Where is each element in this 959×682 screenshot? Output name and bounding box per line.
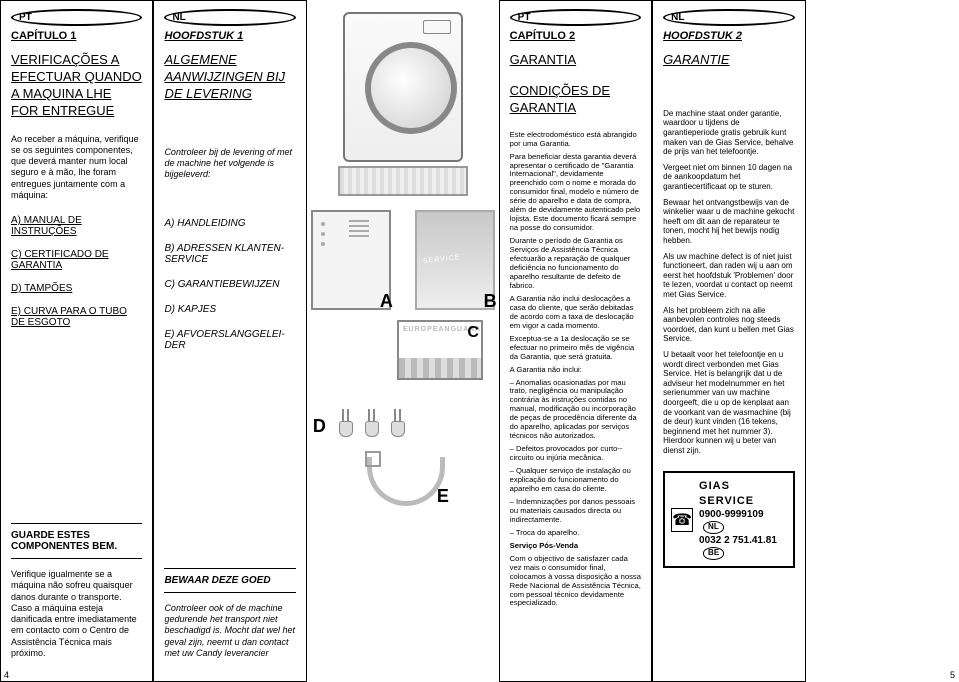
- footer-text: Controleer ook of de machine gedurende h…: [164, 603, 295, 659]
- p: – Qualquer serviço de instalação ou expl…: [510, 467, 641, 494]
- section-title: ALGEMENE AANWIJZINGEN BIJ DE LEVERING: [164, 52, 295, 103]
- col-nl-chapter2: NL HOOFDSTUK 2 GARANTIE De machine staat…: [652, 0, 805, 682]
- p: Para beneficiar desta garantia deverá ap…: [510, 153, 641, 234]
- p: U betaalt voor het telefoontje en u word…: [663, 350, 794, 456]
- col-pt-chapter1: PT CAPÍTULO 1 VERIFICAÇÕES A EFECTUAR QU…: [0, 0, 153, 682]
- p: Exceptua-se a 1a deslocação se se efectu…: [510, 335, 641, 362]
- warranty-body: Este electrodoméstico está abrangido por…: [510, 131, 641, 613]
- phone-icon: ☎: [671, 508, 693, 532]
- item-b: B) ADRESSEN KLANTEN-SERVICE: [164, 243, 295, 265]
- chapter-heading: HOOFDSTUK 2: [663, 30, 794, 42]
- title-garantia: GARANTIA: [510, 52, 641, 69]
- p: Als uw machine defect is of niet juist f…: [663, 252, 794, 300]
- p: – Troca do aparelho.: [510, 529, 641, 538]
- page-number-left: 4: [4, 670, 9, 680]
- card-a-manual: [311, 210, 391, 310]
- p: De machine staat onder garantie, waardoo…: [663, 109, 794, 157]
- p: Vergeet niet om binnen 10 dagen na de aa…: [663, 163, 794, 192]
- col-illustrations: A B EUROPEANGUARANTEE C D E: [307, 0, 499, 682]
- p: – Indemnizações por danos pessoais ou ma…: [510, 498, 641, 525]
- item-e: E) AFVOERSLANGGELEI-DER: [164, 329, 295, 351]
- label-a: A: [380, 291, 393, 312]
- p: – Anomalias ocasionadas por mau trato, n…: [510, 379, 641, 442]
- p: A Garantia não inclui deslocações a casa…: [510, 295, 641, 331]
- label-c: C: [467, 324, 479, 342]
- service-body: Com o objectivo de satisfazer cada vez m…: [510, 555, 641, 609]
- intro-text: Controleer bij de levering of met de mac…: [164, 147, 295, 181]
- hose-bend-illustration: [367, 447, 437, 507]
- title-condicoes: CONDIÇÕES DE GARANTIA: [510, 83, 641, 117]
- col-pt-chapter2: PT CAPÍTULO 2 GARANTIA CONDIÇÕES DE GARA…: [499, 0, 652, 682]
- item-d: D) TAMPÕES: [11, 283, 142, 294]
- title-garantie: GARANTIE: [663, 52, 794, 69]
- service-head: Serviço Pós-Venda: [510, 542, 641, 551]
- card-c-guarantee: EUROPEANGUARANTEE C: [397, 320, 483, 380]
- item-c: C) GARANTIEBEWIJZEN: [164, 279, 295, 290]
- cards-row-ab: A B: [311, 210, 495, 310]
- keep-box: BEWAAR DEZE GOED: [164, 568, 295, 593]
- lang-badge-nl: NL: [663, 9, 794, 26]
- badge-be: BE: [703, 547, 724, 559]
- badge-nl: NL: [703, 521, 724, 533]
- keep-box: GUARDE ESTES COMPONENTES BEM.: [11, 523, 142, 559]
- label-e: E: [437, 486, 449, 507]
- label-b: B: [484, 291, 497, 312]
- chapter-heading: CAPÍTULO 2: [510, 30, 641, 42]
- item-c: C) CERTIFICADO DE GARANTIA: [11, 249, 142, 271]
- page-number-right: 5: [950, 670, 955, 680]
- gias-brand: GIAS SERVICE: [699, 479, 787, 508]
- p: Als het probleem zich na alle aanbevolen…: [663, 306, 794, 344]
- p: Durante o período de Garantia os Serviço…: [510, 237, 641, 291]
- eg-text1: EUROPEAN: [403, 326, 451, 333]
- intro-text: Ao receber a máquina, verifique se os se…: [11, 134, 142, 202]
- gias-lines: GIAS SERVICE 0900-9999109 NL 0032 2 751.…: [699, 479, 787, 560]
- section-title: VERIFICAÇÕES A EFECTUAR QUANDO A MAQUINA…: [11, 52, 142, 120]
- item-a: A) HANDLEIDING: [164, 218, 295, 229]
- item-e: E) CURVA PARA O TUBO DE ESGOTO: [11, 306, 142, 328]
- row-d: D: [311, 396, 495, 437]
- label-d: D: [313, 416, 326, 437]
- lang-badge-nl: NL: [164, 9, 295, 26]
- manual-spread: PT CAPÍTULO 1 VERIFICAÇÕES A EFECTUAR QU…: [0, 0, 959, 682]
- caps-illustration: [336, 396, 406, 437]
- chapter-heading: CAPÍTULO 1: [11, 30, 142, 42]
- card-b-service: [415, 210, 495, 310]
- col-nl-chapter1: NL HOOFDSTUK 1 ALGEMENE AANWIJZINGEN BIJ…: [153, 0, 306, 682]
- p: – Defeitos provocados por curto--circuit…: [510, 445, 641, 463]
- washer-illustration: [343, 12, 463, 162]
- gias-phone-nl: 0900-9999109: [699, 509, 764, 520]
- gias-phone-be: 0032 2 751.41.81: [699, 535, 777, 546]
- lang-badge-pt: PT: [510, 9, 641, 26]
- p: Bewaar het ontvangstbewijs van de winkel…: [663, 198, 794, 246]
- item-d: D) KAPJES: [164, 304, 295, 315]
- packaging-illustration: [338, 166, 468, 196]
- item-a: A) MANUAL DE INSTRUÇÕES: [11, 215, 142, 237]
- chapter-heading: HOOFDSTUK 1: [164, 30, 295, 42]
- lang-badge-pt: PT: [11, 9, 142, 26]
- footer-text: Verifique igualmente se a máquina não so…: [11, 569, 142, 659]
- p: A Garantia não inclui:: [510, 366, 641, 375]
- gias-service-box: ☎ GIAS SERVICE 0900-9999109 NL 0032 2 75…: [663, 471, 794, 568]
- p: Este electrodoméstico está abrangido por…: [510, 131, 641, 149]
